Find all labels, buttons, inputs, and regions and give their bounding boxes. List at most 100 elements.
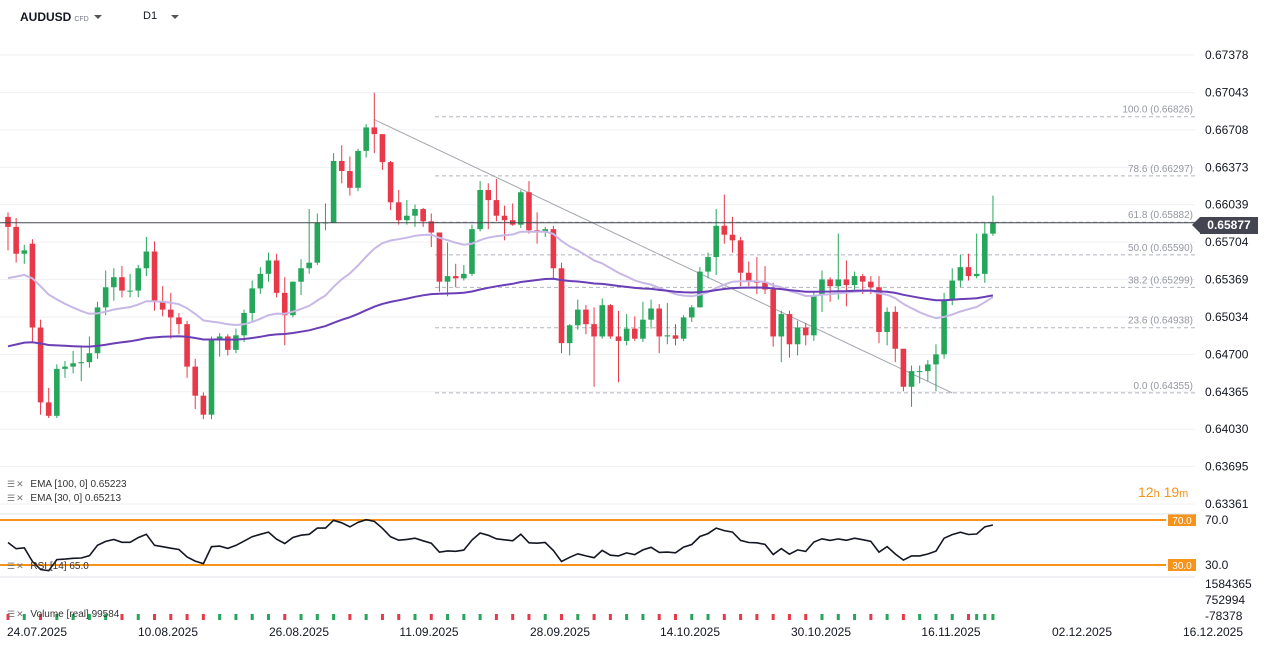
volume-bar [560, 614, 564, 620]
volume-bar [185, 614, 189, 620]
candle-body [62, 366, 68, 369]
candle-body [159, 301, 166, 310]
candle-body [216, 336, 223, 340]
candle-body [640, 319, 646, 339]
ema100-legend[interactable]: ☰✕ EMA [100, 0] 0.65223 [7, 479, 127, 490]
fib-level-label: 50.0 (0.65590) [1128, 243, 1193, 254]
volume-params: [real] [66, 609, 89, 620]
volume-bar [413, 614, 417, 620]
volume-bar [576, 614, 580, 620]
menu-icon[interactable]: ☰ [7, 561, 16, 571]
candle-body [737, 240, 744, 273]
fibonacci-retracement[interactable]: 100.0 (0.66826) 78.6 (0.66297) 61.8 (0.658… [435, 105, 1195, 394]
candle-body [575, 309, 581, 326]
price-tick-label: 0.67043 [1205, 85, 1249, 99]
date-tick-label: 30.10.2025 [791, 625, 851, 639]
candle-body [428, 221, 435, 233]
volume-bar [364, 614, 368, 620]
volume-bar [771, 614, 775, 620]
candle-body [135, 268, 142, 291]
price-tick-label: 0.67378 [1205, 48, 1249, 62]
candle-body [151, 251, 158, 302]
price-tick-label: 0.65034 [1205, 310, 1249, 324]
candle-body [371, 127, 378, 135]
rsi-axis-label: 30.0 [1205, 558, 1229, 572]
candle-body [127, 290, 133, 292]
volume-bar [299, 614, 303, 620]
price-tick-label: 0.64700 [1205, 347, 1249, 361]
candle-body [680, 317, 687, 339]
volume-bar [673, 614, 677, 620]
date-tick-label: 16.11.2025 [921, 625, 980, 639]
symbol-chevron-down-icon[interactable] [94, 15, 102, 19]
candle-body [111, 277, 117, 288]
candle-body [200, 395, 207, 415]
candle-body [982, 233, 988, 274]
fib-level-label: 38.2 (0.65299) [1128, 275, 1193, 286]
close-icon[interactable]: ✕ [16, 609, 24, 619]
rsi-legend[interactable]: ☰✕ RSI [14] 65.0 [7, 561, 89, 572]
volume-bar [804, 614, 808, 620]
candle-body [281, 292, 288, 316]
volume-bar [348, 614, 352, 620]
volume-label: Volume [30, 609, 64, 620]
trend-line[interactable] [374, 119, 953, 394]
menu-icon[interactable]: ☰ [7, 609, 16, 619]
volume-bar [462, 614, 466, 620]
date-axis[interactable]: 24.07.2025 10.08.2025 26.08.2025 11.09.2025… [7, 625, 1243, 639]
candle-body [119, 277, 125, 291]
candle-body [420, 209, 426, 222]
candle-body [868, 281, 874, 288]
candle-body [859, 276, 866, 282]
ema30-label: EMA [30, 493, 52, 504]
volume-legend[interactable]: ☰✕ Volume [real] 99584 [7, 609, 119, 620]
candle-body [656, 308, 662, 337]
volume-bar [39, 614, 43, 620]
timeframe-chevron-down-icon[interactable] [171, 15, 179, 19]
price-gridlines [0, 54, 1195, 505]
candle-body [363, 127, 369, 151]
ema100-params: [100, 0] [54, 479, 88, 490]
timer-minutes: 19 [1163, 484, 1180, 500]
price-tick-label: 0.66708 [1205, 123, 1249, 137]
candle-body [965, 267, 972, 277]
menu-icon[interactable]: ☰ [7, 493, 16, 503]
candle-body [54, 368, 60, 416]
menu-icon[interactable]: ☰ [7, 479, 16, 489]
rsi-label: RSI [30, 561, 48, 572]
volume-bar [901, 614, 905, 620]
candle-body [347, 171, 353, 188]
price-tick-label: 0.64030 [1205, 422, 1249, 436]
candle-body [900, 348, 907, 387]
candle-body [990, 222, 996, 234]
candle-body [338, 160, 345, 172]
ema30-legend[interactable]: ☰✕ EMA [30, 0] 0.65213 [7, 493, 121, 504]
rsi-level-tag-text: 30.0 [1172, 561, 1192, 572]
volume-bar [820, 614, 824, 620]
candle-body [631, 328, 638, 339]
volume-bar [218, 614, 222, 620]
candle-body [273, 260, 280, 293]
price-tick-label: 0.64365 [1205, 385, 1249, 399]
timer-h-unit: h [1153, 488, 1160, 500]
volume-bar [739, 614, 743, 620]
candle-body [290, 281, 296, 316]
candle-body [306, 262, 312, 269]
price-axis[interactable]: 0.67378 0.67043 0.66708 0.66373 0.66039 0.657… [1205, 48, 1249, 511]
volume-bar [983, 614, 987, 620]
close-icon[interactable]: ✕ [16, 561, 24, 571]
symbol-selector[interactable]: AUDUSD CFD [20, 10, 89, 24]
candlesticks [5, 92, 996, 420]
candle-body [713, 225, 719, 258]
candle-body [94, 307, 101, 354]
candle-body [143, 251, 150, 269]
close-icon[interactable]: ✕ [16, 493, 24, 503]
timeframe-label: D1 [143, 10, 158, 22]
rsi-value: 65.0 [69, 561, 89, 572]
candle-body [925, 364, 931, 372]
timeframe-selector[interactable]: D1 [143, 10, 157, 22]
price-tick-label: 0.65369 [1205, 273, 1249, 287]
date-tick-label: 16.12.2025 [1183, 625, 1243, 639]
ema100-value: 0.65223 [90, 479, 127, 490]
close-icon[interactable]: ✕ [16, 479, 24, 489]
